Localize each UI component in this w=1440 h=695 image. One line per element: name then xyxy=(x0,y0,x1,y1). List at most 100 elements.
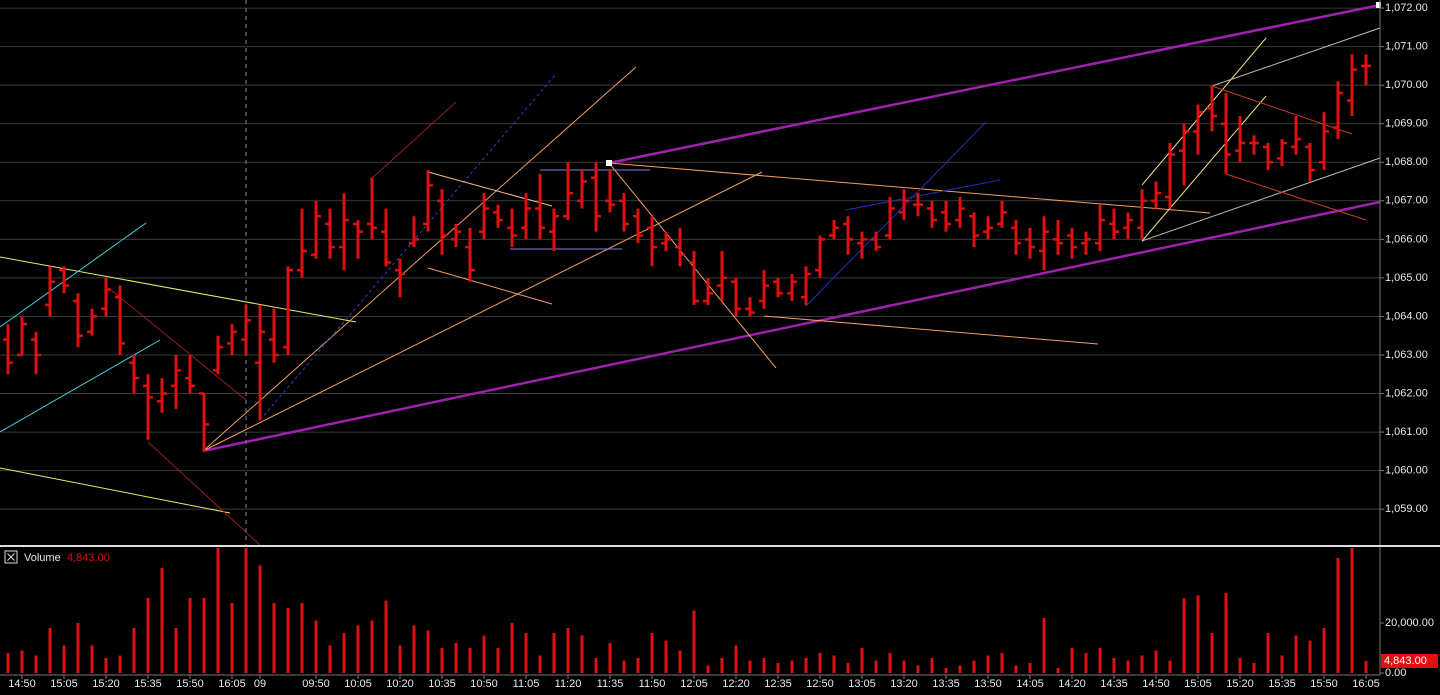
volume-bar xyxy=(1168,660,1172,673)
volume-bar xyxy=(748,660,752,673)
volume-bar xyxy=(314,620,318,673)
x-tick-label: 09:50 xyxy=(302,678,330,690)
volume-bar xyxy=(552,633,556,673)
x-tick-label: 10:20 xyxy=(386,678,414,690)
volume-bar xyxy=(986,655,990,673)
volume-bar xyxy=(300,603,304,673)
volume-bar xyxy=(846,663,850,673)
y-tick-label: 1,069.00 xyxy=(1385,118,1428,130)
y-tick-label: 20,000.00 xyxy=(1385,617,1434,629)
x-tick-label: 14:50 xyxy=(1142,678,1170,690)
volume-bar xyxy=(104,658,108,673)
volume-bar xyxy=(202,598,206,673)
volume-legend-value: 4,843.00 xyxy=(67,552,110,564)
trendline xyxy=(0,222,147,328)
x-tick-label: 15:05 xyxy=(50,678,78,690)
volume-bar xyxy=(776,663,780,673)
trendline xyxy=(110,289,247,401)
x-tick-label: 13:50 xyxy=(974,678,1002,690)
y-tick-label: 1,070.00 xyxy=(1385,79,1428,91)
volume-bar xyxy=(174,628,178,673)
last-volume-box xyxy=(1381,654,1438,668)
y-tick-label: 1,065.00 xyxy=(1385,272,1428,284)
trendline xyxy=(1141,95,1267,242)
volume-bar xyxy=(258,565,262,673)
volume-bar xyxy=(146,598,150,673)
trendline xyxy=(1211,27,1381,87)
volume-bar xyxy=(118,655,122,673)
volume-bar xyxy=(594,658,598,673)
volume-bar xyxy=(524,633,528,673)
x-tick-label: 15:35 xyxy=(1268,678,1296,690)
trendline xyxy=(608,3,1381,165)
y-tick-label: 1,063.00 xyxy=(1385,349,1428,361)
volume-bar xyxy=(1154,650,1158,673)
volume-bar xyxy=(48,628,52,673)
volume-bar xyxy=(622,660,626,673)
volume-bar xyxy=(454,643,458,673)
x-tick-label: 12:20 xyxy=(722,678,750,690)
volume-bar xyxy=(1028,663,1032,673)
volume-bar xyxy=(76,623,80,673)
volume-bar xyxy=(1266,633,1270,673)
volume-bar xyxy=(580,635,584,673)
trendline xyxy=(845,179,1001,211)
volume-bar xyxy=(804,658,808,673)
x-tick-label: 14:50 xyxy=(8,678,36,690)
volume-bar xyxy=(216,548,220,673)
volume-bar xyxy=(608,643,612,673)
volume-bar xyxy=(20,650,24,673)
volume-bar xyxy=(734,645,738,673)
trendline xyxy=(202,200,1381,453)
volume-bar xyxy=(1084,653,1088,673)
volume-bar xyxy=(412,625,416,673)
y-tick-label: 0.00 xyxy=(1385,667,1406,679)
trendline xyxy=(427,171,553,207)
volume-bar xyxy=(1252,663,1256,673)
trendline xyxy=(427,267,553,305)
volume-bar xyxy=(426,630,430,673)
volume-bar xyxy=(1238,658,1242,673)
y-tick-label: 1,062.00 xyxy=(1385,387,1428,399)
volume-bar xyxy=(636,658,640,673)
volume-bar xyxy=(566,628,570,673)
volume-bar xyxy=(398,645,402,673)
volume-bar xyxy=(832,655,836,673)
volume-bar xyxy=(286,608,290,673)
volume-bar xyxy=(342,633,346,673)
y-tick-label: 1,064.00 xyxy=(1385,310,1428,322)
y-tick-label: 1,061.00 xyxy=(1385,426,1428,438)
volume-bar xyxy=(440,648,444,673)
last-volume-label: 4,843.00 xyxy=(1384,655,1427,667)
volume-bar xyxy=(1014,665,1018,673)
x-tick-label: 11:20 xyxy=(555,678,582,690)
volume-bar xyxy=(972,660,976,673)
x-tick-label: 14:35 xyxy=(1100,678,1128,690)
volume-bar xyxy=(860,648,864,673)
close-panel-button[interactable] xyxy=(4,550,18,564)
trendline xyxy=(0,256,357,323)
volume-bar xyxy=(1196,595,1200,673)
trendline xyxy=(1141,37,1267,186)
trendline xyxy=(1225,173,1367,221)
volume-legend: Volume xyxy=(24,552,61,564)
volume-bar xyxy=(692,610,696,673)
trendline xyxy=(202,171,763,452)
trendline xyxy=(763,315,1099,345)
trendline xyxy=(147,441,261,546)
x-tick-label: 16:05 xyxy=(1352,678,1380,690)
volume-bar xyxy=(384,600,388,673)
volume-bar xyxy=(482,635,486,673)
volume-bar xyxy=(1336,558,1340,673)
volume-bar xyxy=(496,648,500,673)
volume-bar xyxy=(328,645,332,673)
x-tick-label: 14:05 xyxy=(1016,678,1044,690)
volume-bar xyxy=(678,650,682,673)
x-tick-label: 10:50 xyxy=(470,678,498,690)
volume-bar xyxy=(1210,633,1214,673)
volume-bar xyxy=(958,665,962,673)
